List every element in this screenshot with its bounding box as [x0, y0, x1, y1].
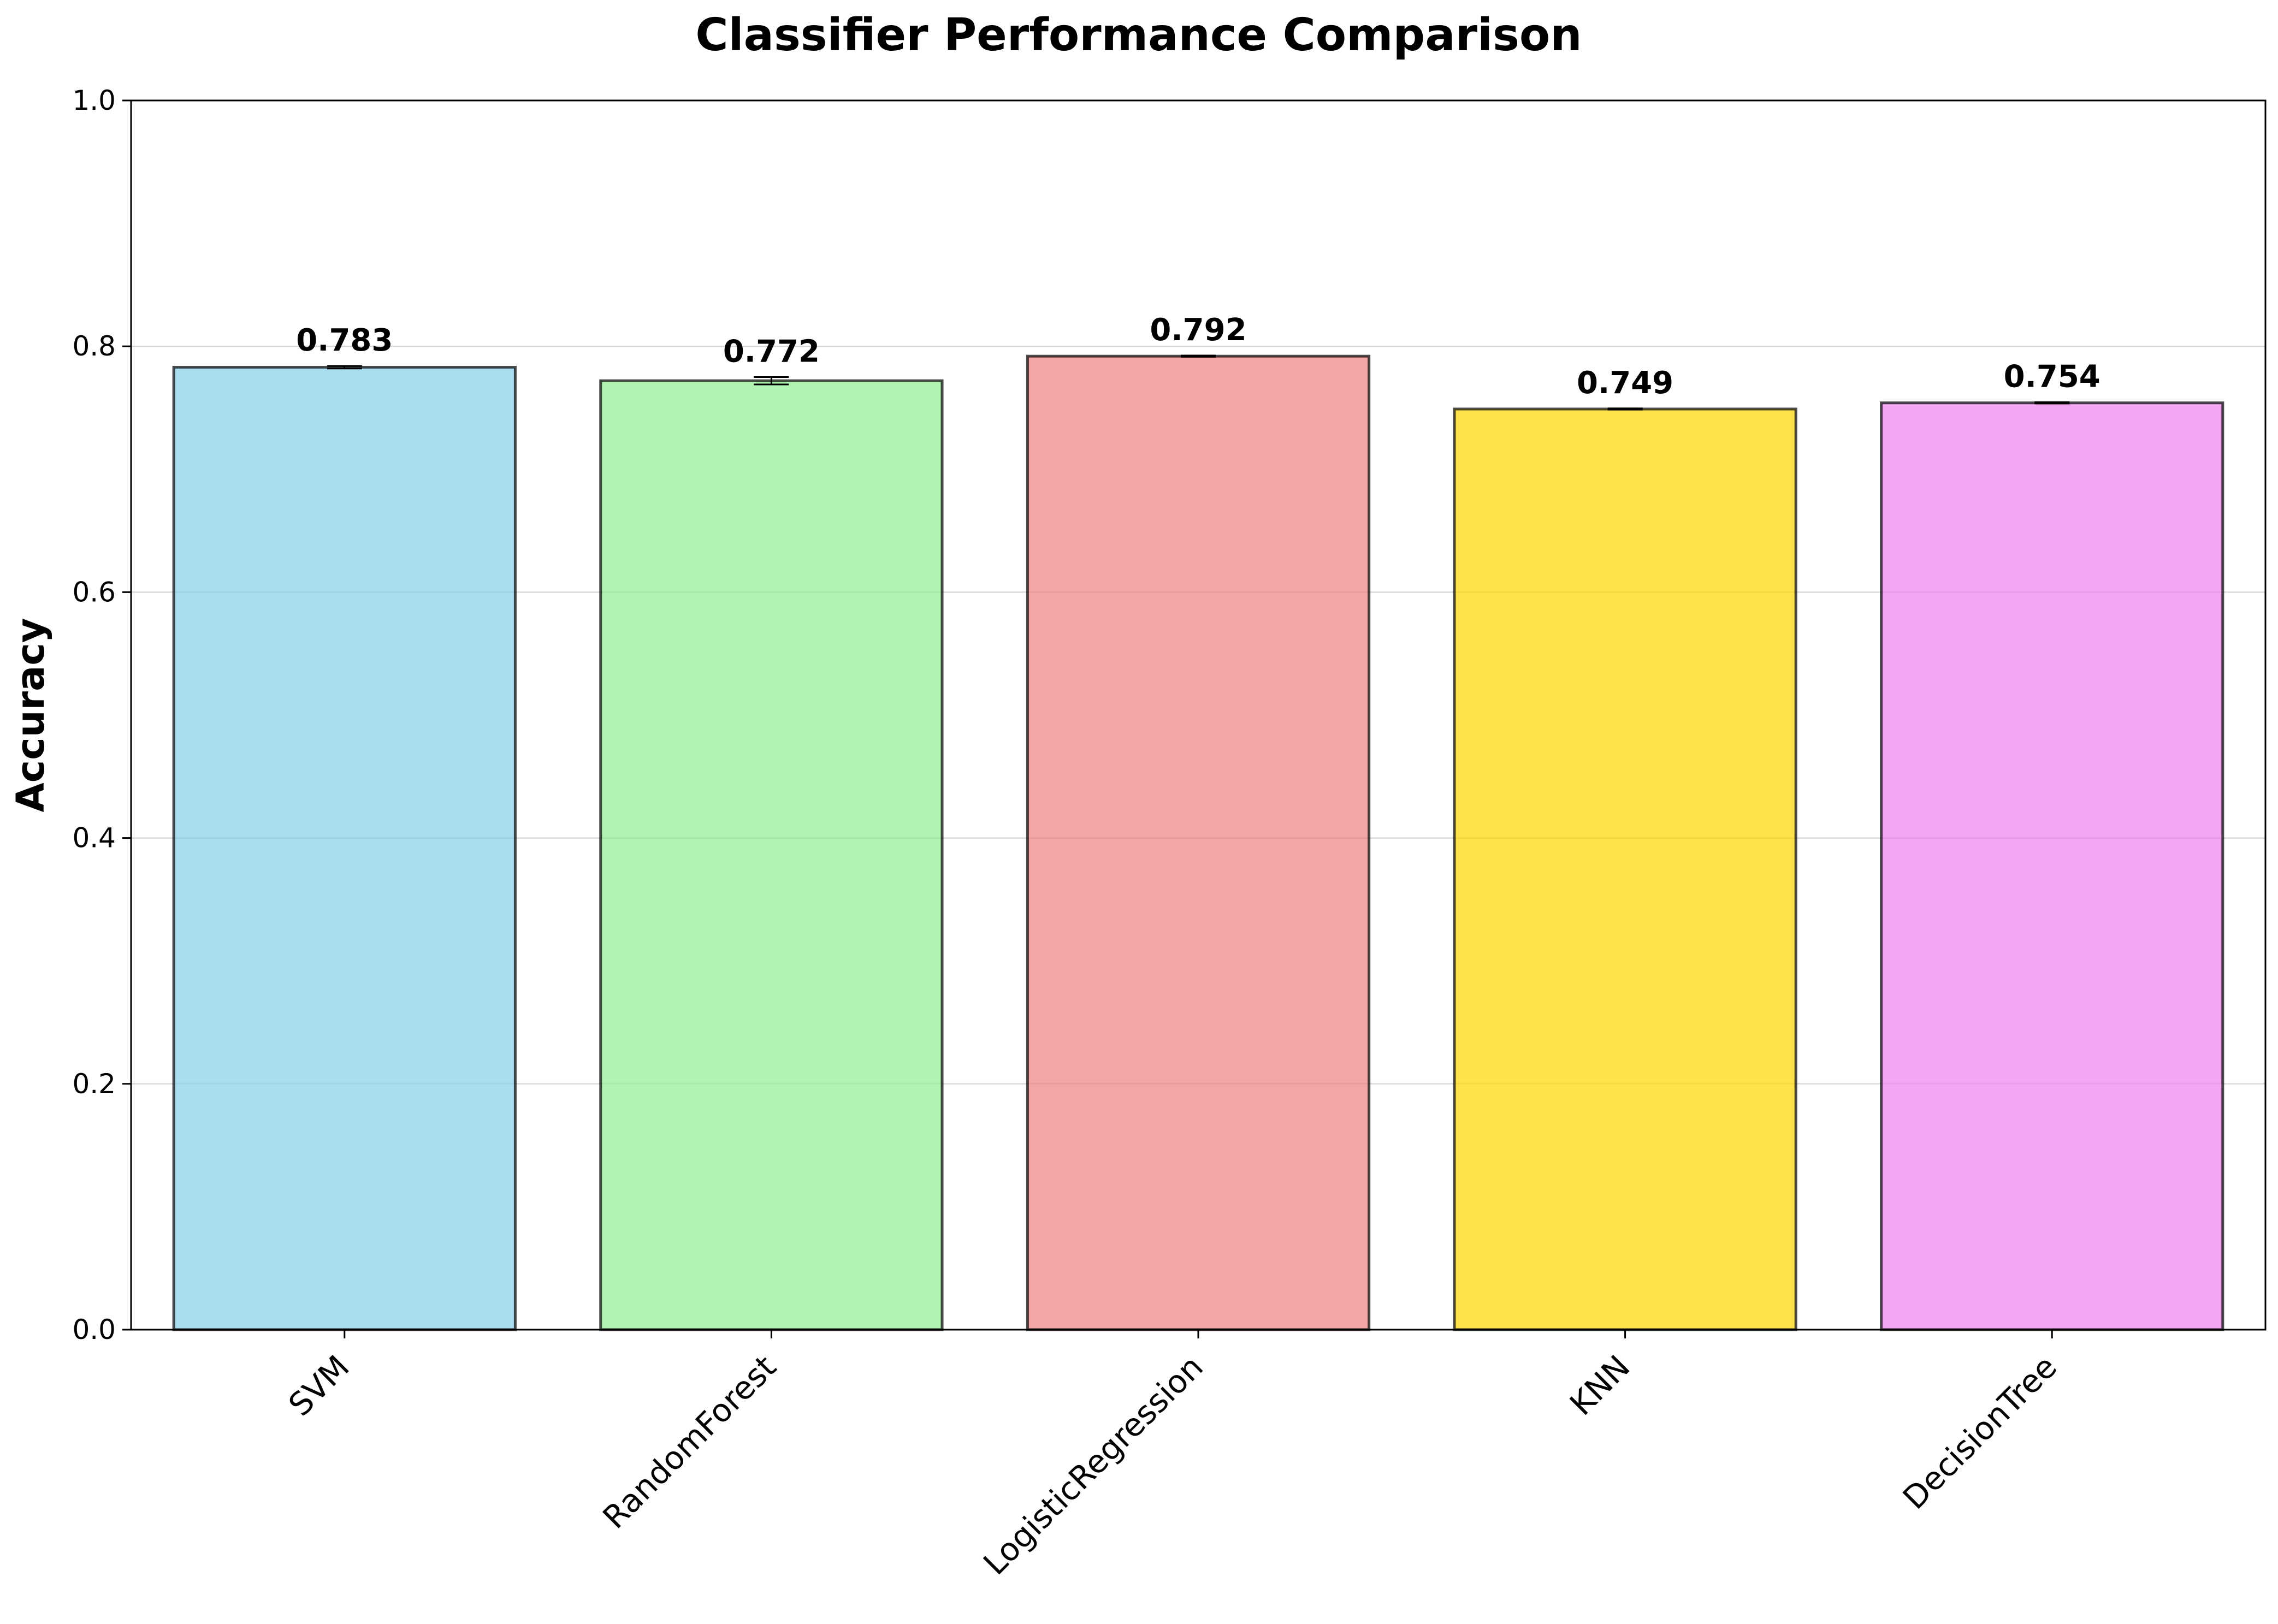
y-tick-label: 0.0 [72, 1314, 116, 1346]
bar-decisiontree [1880, 401, 2224, 1331]
bar-logisticregression [1026, 354, 1371, 1331]
chart-title: Classifier Performance Comparison [695, 9, 1582, 61]
value-label: 0.754 [2004, 359, 2101, 395]
bar-randomforest [599, 379, 944, 1331]
y-tick-label: 0.8 [72, 330, 116, 362]
value-label: 0.772 [723, 334, 820, 369]
y-tick-label: 0.6 [72, 576, 116, 608]
y-axis-label: Accuracy [8, 618, 53, 813]
x-tick-label: DecisionTree [1896, 1348, 2064, 1516]
x-tick-label: KNN [1563, 1348, 1637, 1423]
x-tick-label: RandomForest [596, 1348, 784, 1536]
y-tick-label: 0.2 [72, 1068, 116, 1100]
error-bars [327, 354, 2070, 411]
value-label: 0.749 [1577, 365, 1673, 401]
value-label: 0.783 [296, 323, 393, 358]
x-axis-ticks: SVM RandomForest LogisticRegression KNN Deci… [281, 1330, 2064, 1582]
y-tick-label: 1.0 [72, 85, 116, 116]
x-tick-label: SVM [281, 1348, 357, 1424]
value-label: 0.792 [1150, 312, 1246, 348]
bar-knn [1453, 407, 1797, 1331]
y-axis-ticks: 0.0 0.2 0.4 0.6 0.8 1.0 [72, 85, 131, 1346]
bars [172, 354, 2224, 1331]
value-labels: 0.783 0.772 0.792 0.749 0.754 [296, 312, 2101, 401]
x-tick-label: LogisticRegression [976, 1348, 1210, 1582]
bar-svm [172, 365, 517, 1331]
y-tick-label: 0.4 [72, 822, 116, 854]
